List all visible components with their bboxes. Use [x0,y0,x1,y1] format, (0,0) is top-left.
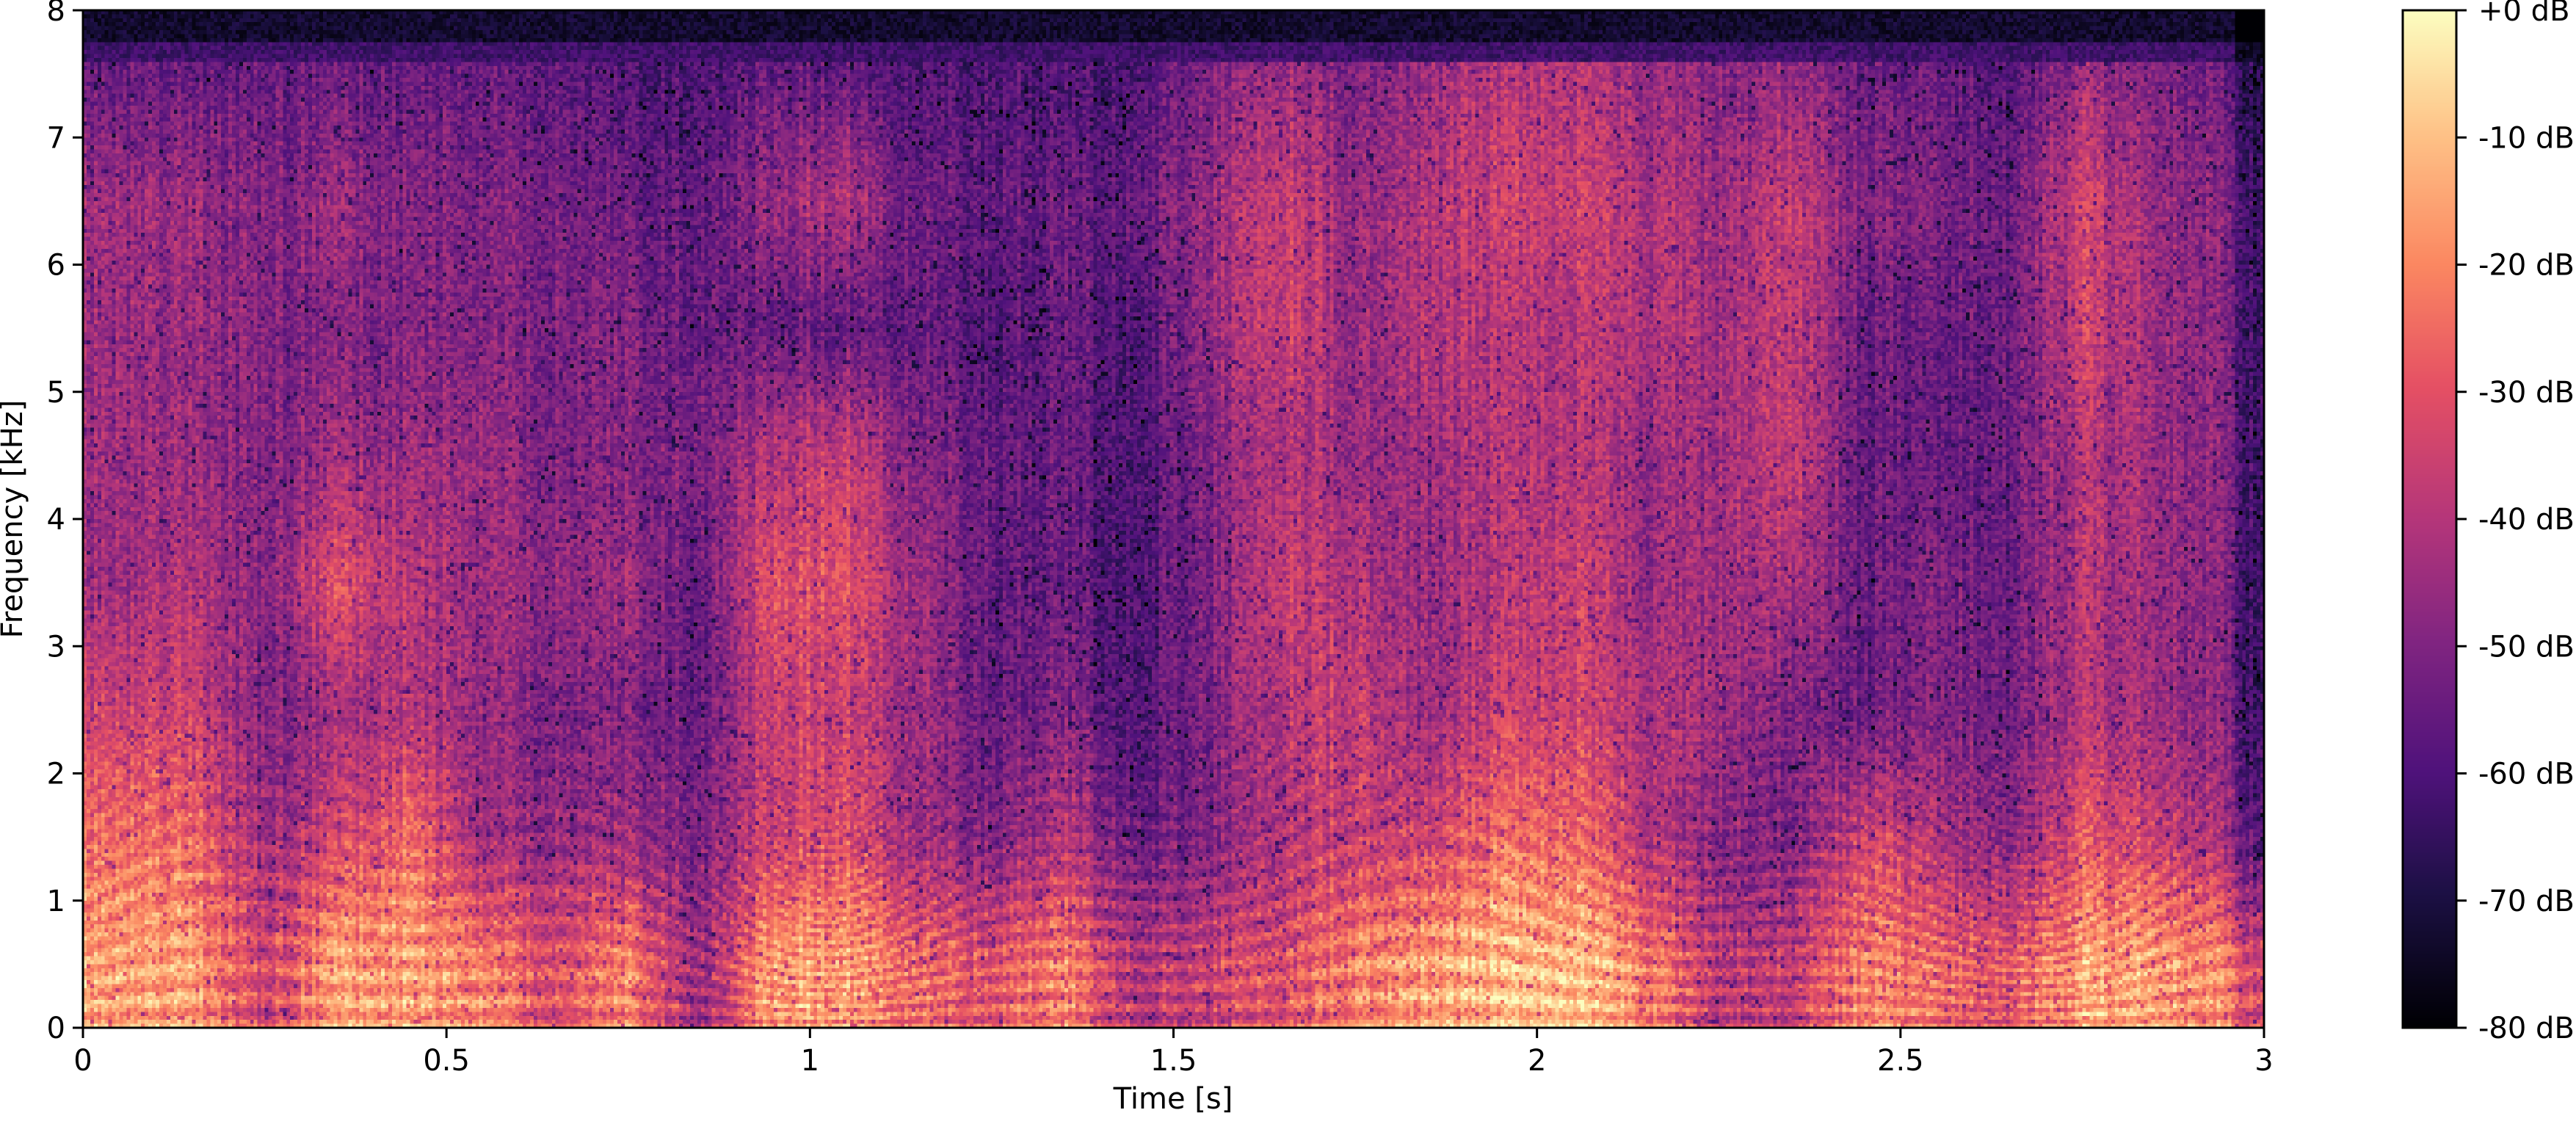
y-tick-label: 5 [47,376,65,410]
colorbar-tick-label: -30 dB [2478,376,2575,410]
y-axis-ticks: 0 1 2 3 4 5 6 7 8 [47,0,83,1045]
plot-frame [81,9,2265,1029]
colorbar-ticks: +0 dB -10 dB -20 dB -30 dB -40 dB -50 dB -60 d… [2456,0,2575,1045]
x-tick-label: 1.5 [1150,1044,1197,1078]
colorbar-tick-label: -80 dB [2478,1012,2575,1045]
y-tick-label: 6 [47,249,65,283]
y-tick-label: 2 [47,758,65,791]
colorbar-tick-label: -20 dB [2478,249,2575,283]
y-tick-label: 8 [47,0,65,28]
colorbar-tick-label: -50 dB [2478,630,2575,664]
spectrogram-image [83,10,2264,1028]
x-axis-label: Time [s] [1113,1082,1233,1116]
x-tick-label: 0.5 [423,1044,470,1078]
x-tick-label: 1 [801,1044,819,1078]
y-axis-label: Frequency [kHz] [0,400,29,639]
y-tick-label: 1 [47,885,65,918]
x-axis-ticks: 0 0.5 1 1.5 2 2.5 3 [73,1028,2274,1078]
y-tick-label: 7 [47,121,65,155]
x-tick-label: 2.5 [1877,1044,1924,1078]
colorbar-gradient [2403,10,2456,1028]
x-tick-label: 0 [73,1044,92,1078]
colorbar-tick-label: +0 dB [2478,0,2570,28]
colorbar-tick-label: -60 dB [2478,758,2575,791]
colorbar-frame [2401,9,2458,1029]
colorbar-tick-label: -40 dB [2478,503,2575,537]
y-tick-label: 0 [47,1012,65,1045]
y-tick-label: 4 [47,503,65,537]
x-tick-label: 3 [2254,1044,2273,1078]
x-tick-label: 2 [1528,1044,1546,1078]
colorbar-tick-label: -10 dB [2478,121,2575,155]
y-tick-label: 3 [47,630,65,664]
colorbar-tick-label: -70 dB [2478,885,2575,918]
